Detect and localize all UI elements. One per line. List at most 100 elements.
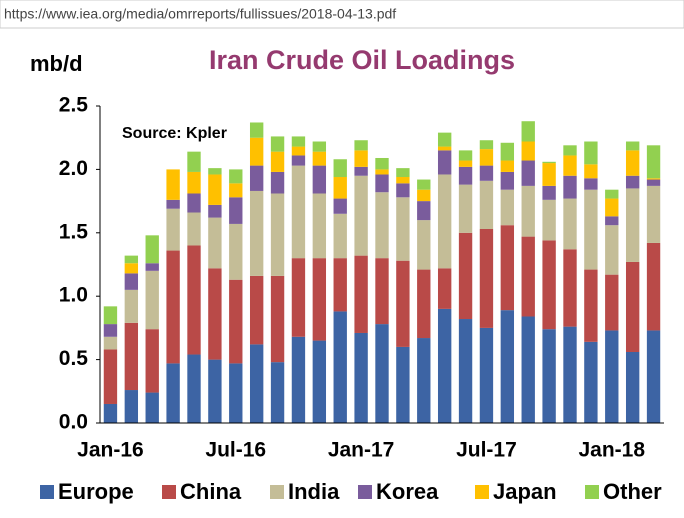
bar-segment <box>354 175 368 256</box>
bar-segment <box>500 160 515 172</box>
bar-segment <box>270 362 285 423</box>
bar-segment <box>354 255 368 333</box>
bar-segment <box>625 175 640 189</box>
legend-swatch <box>270 485 284 499</box>
bar-segment <box>270 136 285 152</box>
bar-segment <box>354 150 368 167</box>
bar-segment <box>333 177 347 199</box>
bar-segment <box>270 275 285 363</box>
legend-label: Europe <box>58 479 134 504</box>
legend-swatch <box>475 485 489 499</box>
bar-segment <box>646 185 661 243</box>
bar-segment <box>103 336 118 350</box>
bar-segment <box>187 354 201 423</box>
bar-segment <box>479 165 494 181</box>
bar-segment <box>291 136 306 147</box>
bar-segment <box>291 155 306 166</box>
bar-segment <box>625 141 640 151</box>
bar-segment <box>229 183 243 198</box>
bar-segment <box>103 403 118 423</box>
bar-segment <box>479 180 494 229</box>
url[interactable]: https://www.iea.org/media/omrreports/ful… <box>4 6 396 22</box>
bar-segment <box>208 359 222 423</box>
chart-title: Iran Crude Oil Loadings <box>209 45 515 75</box>
bar-segment <box>605 330 619 423</box>
bar-segment <box>208 204 222 218</box>
bar-segment <box>521 236 535 317</box>
bar-segment <box>312 340 327 423</box>
bar-segment <box>208 217 222 269</box>
address-bar[interactable] <box>0 0 684 29</box>
bar-segment <box>458 160 473 167</box>
legend-swatch <box>40 485 54 499</box>
bar-segment <box>166 199 180 209</box>
x-tick-label: Jan-17 <box>328 439 395 462</box>
y-tick-label: 2.0 <box>59 157 88 180</box>
bar-segment <box>542 163 556 186</box>
bar-segment <box>375 174 389 193</box>
bar-segment <box>479 140 494 150</box>
bar-segment <box>563 198 577 250</box>
bar-segment <box>103 349 118 404</box>
bar-segment <box>249 137 264 166</box>
bar-segment <box>584 189 598 270</box>
bar-segment <box>270 193 285 276</box>
bar-segment <box>103 324 118 337</box>
bar-segment <box>625 351 640 423</box>
bar-segment <box>312 151 327 166</box>
bar-segment <box>500 142 515 161</box>
bar-segment <box>396 346 410 423</box>
bar-segment <box>542 329 556 423</box>
y-tick-label: 1.5 <box>59 220 89 243</box>
bar-segment <box>584 141 598 165</box>
bar-segment <box>333 311 347 423</box>
bar-segment <box>187 171 201 194</box>
bar-segment <box>375 169 389 175</box>
bar-segment <box>563 249 577 327</box>
bar-segment <box>542 161 556 164</box>
bar-segment <box>124 273 139 290</box>
bar-segment <box>312 141 327 152</box>
bar-segment <box>521 121 535 142</box>
bar-segment <box>605 216 619 226</box>
bar-segment <box>229 279 243 364</box>
legend-swatch <box>585 485 599 499</box>
x-tick-label: Jan-16 <box>77 439 144 462</box>
bar-segment <box>229 197 243 224</box>
bar-segment <box>270 151 285 172</box>
bar-segment <box>249 122 264 138</box>
bar-segment <box>584 341 598 423</box>
bar-segment <box>437 268 452 309</box>
bar-segment <box>124 289 139 323</box>
bar-segment <box>563 145 577 156</box>
bar-segment <box>605 225 619 275</box>
bar-segment <box>521 316 535 423</box>
bar-segment <box>166 208 180 251</box>
bar-segment <box>124 263 139 274</box>
bar-segment <box>479 149 494 166</box>
x-tick-label: Jan-18 <box>579 439 646 462</box>
bar-segment <box>249 165 264 191</box>
bar-segment <box>605 198 619 217</box>
bar-segment <box>584 269 598 342</box>
bar-segment <box>479 228 494 328</box>
bar-segment <box>312 193 327 259</box>
bar-segment <box>187 212 201 246</box>
bar-segment <box>563 175 577 199</box>
bar-segment <box>605 274 619 331</box>
bar-segment <box>437 150 452 175</box>
bar-segment <box>417 338 431 423</box>
bar-segment <box>417 220 431 270</box>
bar-segment <box>396 168 410 178</box>
bar-segment <box>458 319 473 423</box>
y-tick-label: 0.5 <box>59 347 89 370</box>
legend-label: Other <box>603 479 662 504</box>
y-tick-label: 0.0 <box>59 411 88 434</box>
bar-segment <box>291 336 306 423</box>
bar-segment <box>417 201 431 221</box>
bar-segment <box>229 223 243 280</box>
bar-segment <box>458 184 473 233</box>
bar-segment <box>187 245 201 355</box>
legend-swatch <box>358 485 372 499</box>
bar-segment <box>145 392 159 423</box>
